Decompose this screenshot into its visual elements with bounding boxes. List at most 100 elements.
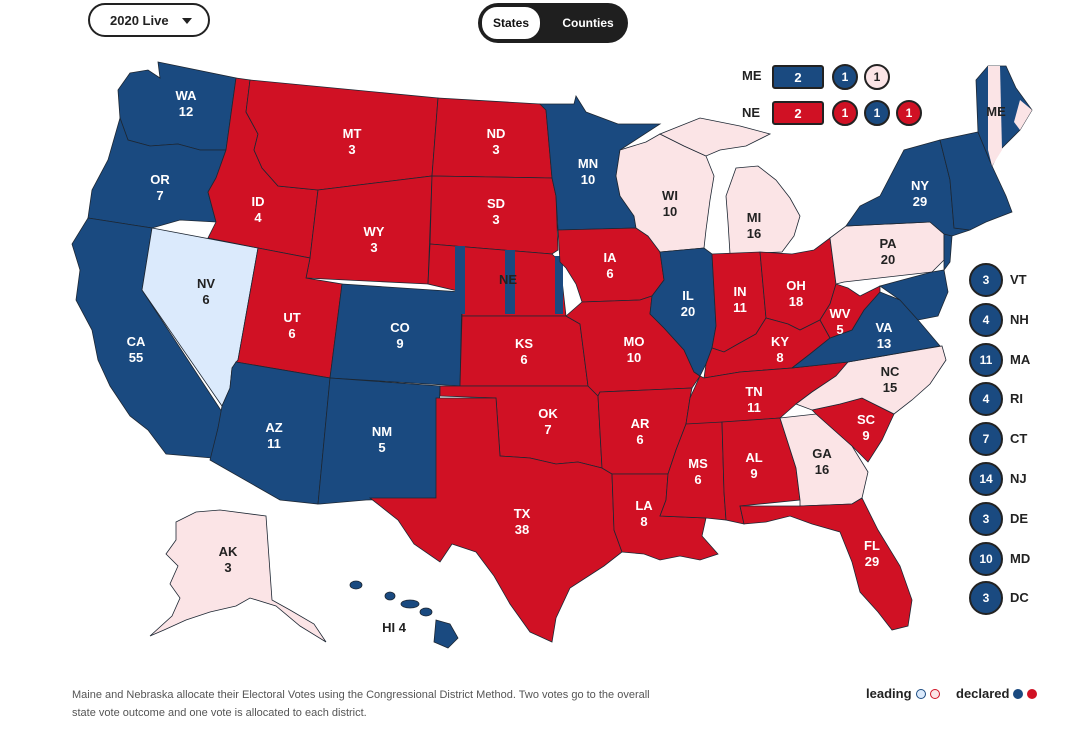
state-label-hi: HI 4 bbox=[382, 620, 407, 635]
state-label-ny: NY 29 bbox=[911, 178, 929, 209]
state-ne[interactable] bbox=[427, 243, 567, 317]
state-label-mt: MT 3 bbox=[343, 126, 362, 157]
me-total-box: 2 bbox=[772, 65, 824, 89]
state-label-mn: MN 10 bbox=[578, 156, 598, 187]
small-state-ev-nh[interactable]: 4 bbox=[969, 302, 1003, 337]
state-label-co: CO 9 bbox=[390, 320, 410, 351]
state-tx[interactable] bbox=[368, 397, 623, 643]
state-fl[interactable] bbox=[739, 497, 913, 631]
state-nj[interactable] bbox=[943, 233, 953, 272]
small-state-name-de: DE bbox=[1010, 510, 1029, 526]
ne-district-1: 1 bbox=[832, 100, 858, 126]
small-state-name-nh: NH bbox=[1010, 311, 1029, 327]
legend-declared-label: declared bbox=[956, 686, 1010, 701]
state-label-ar: AR 6 bbox=[631, 416, 650, 447]
state-me[interactable] bbox=[975, 65, 1033, 167]
ne-split-label: NE bbox=[742, 105, 761, 120]
small-state-ev-ri[interactable]: 4 bbox=[969, 382, 1003, 417]
small-state-name-ma: MA bbox=[1010, 351, 1031, 367]
state-label-tn: TN 11 bbox=[745, 384, 762, 415]
state-label-wi: WI 10 bbox=[662, 188, 678, 219]
state-label-wy: WY 3 bbox=[364, 224, 385, 255]
state-wy[interactable] bbox=[305, 175, 433, 285]
state-label-az: AZ 11 bbox=[265, 420, 282, 451]
small-state-name-ct: CT bbox=[1010, 431, 1028, 447]
state-ks[interactable] bbox=[459, 315, 589, 387]
small-state-ev-ma[interactable]: 11 bbox=[969, 342, 1003, 377]
state-label-ca: CA 55 bbox=[127, 334, 146, 365]
declared-rep-dot bbox=[1027, 688, 1038, 699]
ne-district-stripe bbox=[505, 250, 515, 314]
small-state-ev-dc[interactable]: 3 bbox=[969, 581, 1003, 616]
state-label-sc: SC 9 bbox=[857, 412, 876, 443]
small-state-ev-de[interactable]: 3 bbox=[969, 501, 1003, 536]
state-label-nm: NM 5 bbox=[372, 424, 392, 455]
state-label-nd: ND 3 bbox=[487, 126, 506, 157]
small-state-ev-nj[interactable]: 14 bbox=[969, 462, 1003, 496]
state-label-pa: PA 20 bbox=[879, 236, 897, 267]
me-district-1: 1 bbox=[832, 64, 858, 90]
state-label-wa: WA 12 bbox=[176, 88, 198, 119]
legend-leading: leading bbox=[866, 686, 940, 701]
state-label-oh: OH 18 bbox=[786, 278, 806, 309]
state-label-ky: KY 8 bbox=[771, 334, 789, 365]
small-state-ev-vt[interactable]: 3 bbox=[969, 263, 1003, 297]
state-label-or: OR 7 bbox=[150, 172, 170, 203]
state-label-nc: NC 15 bbox=[881, 364, 900, 395]
view-toggle: States Counties bbox=[478, 3, 628, 43]
state-ia[interactable] bbox=[557, 227, 665, 303]
state-ca[interactable] bbox=[71, 217, 223, 459]
small-state-ev-md[interactable]: 10 bbox=[969, 541, 1003, 576]
counties-toggle-button[interactable]: Counties bbox=[562, 16, 614, 30]
state-ak[interactable] bbox=[149, 509, 327, 643]
footer-note: Maine and Nebraska allocate their Electo… bbox=[72, 689, 650, 719]
state-wa[interactable] bbox=[117, 61, 237, 151]
state-mi[interactable] bbox=[659, 117, 801, 255]
state-label-la: LA 8 bbox=[635, 498, 653, 529]
state-label-ok: OK 7 bbox=[538, 406, 558, 437]
me-district-2: 1 bbox=[864, 64, 890, 90]
state-label-wv: WV 5 bbox=[830, 306, 851, 337]
legend-leading-label: leading bbox=[866, 686, 912, 701]
me-split-label: ME bbox=[742, 68, 762, 83]
ne-district-2: 1 bbox=[864, 100, 890, 126]
state-label-al: AL 9 bbox=[745, 450, 762, 481]
year-dropdown[interactable]: 2020 Live bbox=[88, 3, 210, 37]
year-dropdown-label: 2020 Live bbox=[110, 12, 169, 28]
legend-declared: declared bbox=[956, 686, 1038, 701]
ne-total-box: 2 bbox=[772, 101, 824, 125]
me-district-stripe bbox=[1014, 100, 1032, 130]
declared-dem-dot bbox=[1013, 688, 1024, 699]
ne-district-stripe bbox=[555, 256, 563, 314]
state-hi[interactable] bbox=[349, 580, 459, 649]
state-label-mi: MI 16 bbox=[747, 210, 761, 241]
small-state-name-dc: DC bbox=[1010, 590, 1029, 606]
small-state-name-vt: VT bbox=[1010, 272, 1027, 287]
small-state-ev-ct[interactable]: 7 bbox=[969, 422, 1003, 457]
state-label-in: IN 11 bbox=[733, 284, 747, 315]
state-label-me: ME bbox=[986, 104, 1006, 119]
me-district-stripe bbox=[988, 66, 1002, 166]
state-wv[interactable] bbox=[819, 283, 881, 339]
state-label-sd: SD 3 bbox=[487, 196, 505, 227]
state-label-ut: UT 6 bbox=[283, 310, 300, 341]
state-label-fl: FL 29 bbox=[864, 538, 880, 569]
state-label-ga: GA 16 bbox=[812, 446, 832, 477]
leading-rep-dot bbox=[929, 688, 940, 699]
state-md-de[interactable] bbox=[879, 269, 949, 321]
small-state-name-md: MD bbox=[1010, 550, 1031, 566]
state-label-ks: KS 6 bbox=[515, 336, 533, 367]
state-nc[interactable] bbox=[795, 345, 947, 415]
state-label-nv: NV 6 bbox=[197, 276, 215, 307]
chevron-down-icon bbox=[182, 18, 192, 24]
state-label-ia: IA 6 bbox=[604, 250, 618, 281]
ne-district-stripe bbox=[455, 246, 465, 314]
state-label-ms: MS 6 bbox=[688, 456, 708, 487]
state-label-mo: MO 10 bbox=[624, 334, 645, 365]
state-label-id: ID 4 bbox=[252, 194, 265, 225]
small-state-name-nj: NJ bbox=[1010, 471, 1027, 486]
state-label-ne: NE bbox=[499, 272, 517, 287]
state-co[interactable] bbox=[329, 283, 463, 387]
states-toggle-button[interactable]: States bbox=[480, 5, 542, 41]
